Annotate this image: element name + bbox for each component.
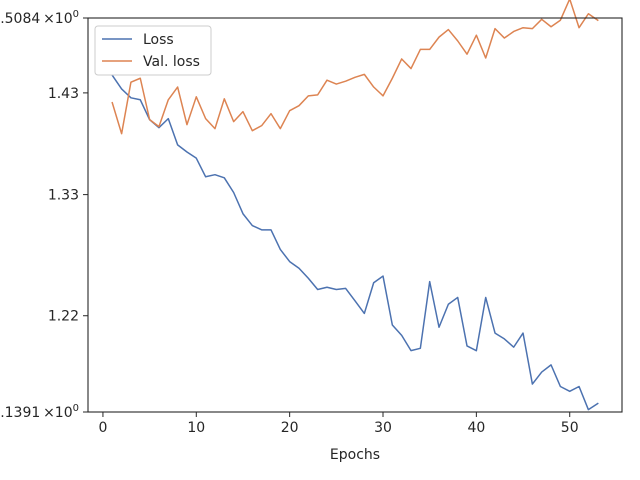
y-tick-label: 1.43 [48, 86, 79, 102]
y-tick-label: 1.33 [48, 188, 79, 204]
y-axis: 1.5084 ×100 1.43 1.33 1.22 1.1391 ×100 [0, 9, 88, 421]
plot-frame [87, 17, 623, 413]
x-tick-label: 30 [374, 420, 392, 436]
x-tick-label: 10 [187, 420, 205, 436]
y-tick-label: 1.22 [48, 309, 79, 325]
x-tick-label: 50 [561, 420, 579, 436]
x-axis-label: Epochs [330, 447, 380, 463]
y-tick-label: 1.1391 ×100 [0, 403, 79, 421]
series-line-1 [111, 0, 599, 135]
x-tick-label: 20 [281, 420, 299, 436]
x-tick-label: 0 [98, 420, 107, 436]
series-line-0 [111, 74, 599, 411]
y-tick-label: 1.5084 ×100 [0, 9, 79, 27]
legend: Loss Val. loss [94, 25, 212, 76]
series-layer [111, 0, 599, 411]
x-tick-label: 40 [467, 420, 485, 436]
x-axis: 0 10 20 30 40 50 [98, 412, 579, 436]
legend-entry-0: Loss [143, 32, 174, 48]
plot-area [88, 18, 622, 412]
legend-entry-1: Val. loss [143, 54, 200, 70]
